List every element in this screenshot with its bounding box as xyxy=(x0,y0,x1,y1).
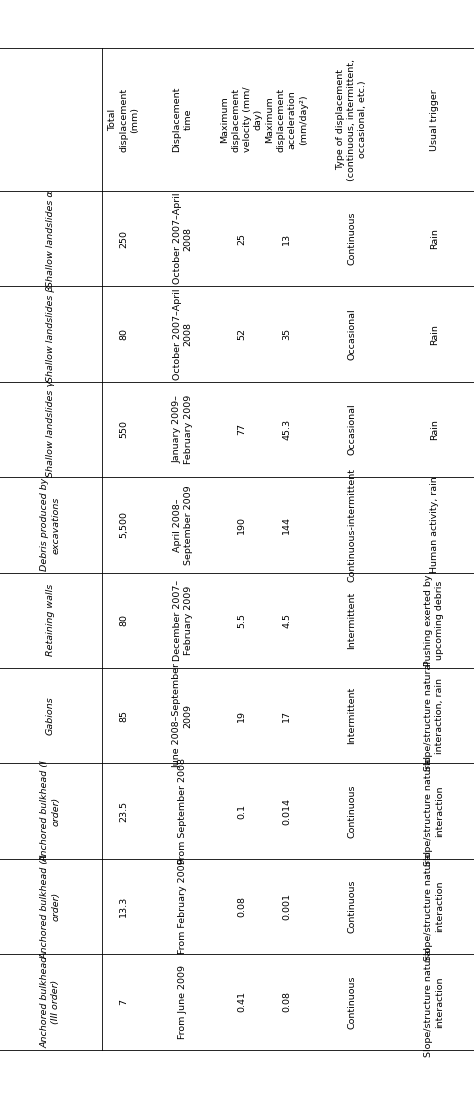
Text: Continuous-intermittent: Continuous-intermittent xyxy=(347,468,356,582)
Text: Shallow landslides β: Shallow landslides β xyxy=(46,285,55,382)
Text: Slope/structure natural
interaction, rain: Slope/structure natural interaction, rai… xyxy=(424,661,444,771)
Text: From February 2009: From February 2009 xyxy=(178,859,187,954)
Text: Usual trigger: Usual trigger xyxy=(430,89,439,150)
Text: 0.001: 0.001 xyxy=(282,893,291,920)
Text: 17: 17 xyxy=(282,709,291,721)
Text: From June 2009: From June 2009 xyxy=(178,965,187,1039)
Text: 550: 550 xyxy=(119,421,128,438)
Text: Shallow landslides γ: Shallow landslides γ xyxy=(46,381,55,478)
Text: Anchored bulkhead (I
order): Anchored bulkhead (I order) xyxy=(40,760,60,862)
Text: 250: 250 xyxy=(119,229,128,248)
Text: 25: 25 xyxy=(237,233,246,245)
Text: Occasional: Occasional xyxy=(347,404,356,456)
Text: Anchored bulkhead (II
order): Anchored bulkhead (II order) xyxy=(40,854,60,959)
Text: Human activity, rain: Human activity, rain xyxy=(430,477,439,573)
Text: Rain: Rain xyxy=(430,324,439,345)
Text: 0.014: 0.014 xyxy=(282,797,291,825)
Text: 13.3: 13.3 xyxy=(119,896,128,917)
Text: 5.5: 5.5 xyxy=(237,613,246,628)
Text: 52: 52 xyxy=(237,328,246,340)
Text: 144: 144 xyxy=(282,516,291,534)
Text: Total
displacement
(mm): Total displacement (mm) xyxy=(108,88,139,152)
Text: Anchored bulkhead
(III order): Anchored bulkhead (III order) xyxy=(40,955,60,1047)
Text: 80: 80 xyxy=(119,614,128,626)
Text: Maximum
displacement
acceleration
(mm/day²): Maximum displacement acceleration (mm/da… xyxy=(265,88,308,152)
Text: October 2007–April
2008: October 2007–April 2008 xyxy=(173,193,193,284)
Text: 0.41: 0.41 xyxy=(237,991,246,1012)
Text: Occasional: Occasional xyxy=(347,309,356,360)
Text: Intermittent: Intermittent xyxy=(347,592,356,649)
Text: 13: 13 xyxy=(282,233,291,245)
Text: From September 2008: From September 2008 xyxy=(178,758,187,864)
Text: 7: 7 xyxy=(119,999,128,1005)
Text: Intermittent: Intermittent xyxy=(347,687,356,744)
Text: 77: 77 xyxy=(237,424,246,436)
Text: Slope/structure natural
interaction: Slope/structure natural interaction xyxy=(424,757,444,866)
Text: Continuous: Continuous xyxy=(347,784,356,838)
Text: Retaining walls: Retaining walls xyxy=(46,584,55,657)
Text: December 2007–
February 2009: December 2007– February 2009 xyxy=(173,580,193,661)
Text: Shallow landslides α: Shallow landslides α xyxy=(46,190,55,287)
Text: Maximum
displacement
velocity (mm/
day): Maximum displacement velocity (mm/ day) xyxy=(220,87,263,153)
Text: June 2008–September
2009: June 2008–September 2009 xyxy=(173,663,193,769)
Text: 19: 19 xyxy=(237,709,246,721)
Text: October 2007–April
2008: October 2007–April 2008 xyxy=(173,289,193,380)
Text: Rain: Rain xyxy=(430,419,439,440)
Text: 4.5: 4.5 xyxy=(282,613,291,628)
Text: 45.3: 45.3 xyxy=(282,419,291,440)
Text: 35: 35 xyxy=(282,328,291,340)
Text: 85: 85 xyxy=(119,709,128,721)
Text: April 2008–
September 2009: April 2008– September 2009 xyxy=(173,485,193,564)
Text: Continuous: Continuous xyxy=(347,975,356,1029)
Text: Displacement
time: Displacement time xyxy=(173,87,193,153)
Text: 5,500: 5,500 xyxy=(119,512,128,538)
Text: 0.08: 0.08 xyxy=(237,896,246,917)
Text: Slope/structure natural
interaction: Slope/structure natural interaction xyxy=(424,946,444,1057)
Text: January 2009–
February 2009: January 2009– February 2009 xyxy=(173,395,193,464)
Text: 23.5: 23.5 xyxy=(119,800,128,821)
Text: Debris produced by
excavations: Debris produced by excavations xyxy=(40,479,60,571)
Text: Slope/structure natural
interaction: Slope/structure natural interaction xyxy=(424,851,444,962)
Text: Continuous: Continuous xyxy=(347,879,356,933)
Text: 0.08: 0.08 xyxy=(282,991,291,1012)
Text: Type of displacement
(continuous, intermittent,
occasional, etc.): Type of displacement (continuous, interm… xyxy=(336,58,367,181)
Text: Rain: Rain xyxy=(430,228,439,249)
Text: 0.1: 0.1 xyxy=(237,804,246,819)
Text: Continuous: Continuous xyxy=(347,212,356,266)
Text: 190: 190 xyxy=(237,516,246,534)
Text: 80: 80 xyxy=(119,328,128,340)
Text: Pushing exerted by
upcoming debris: Pushing exerted by upcoming debris xyxy=(424,574,444,666)
Text: Gabions: Gabions xyxy=(46,696,55,735)
